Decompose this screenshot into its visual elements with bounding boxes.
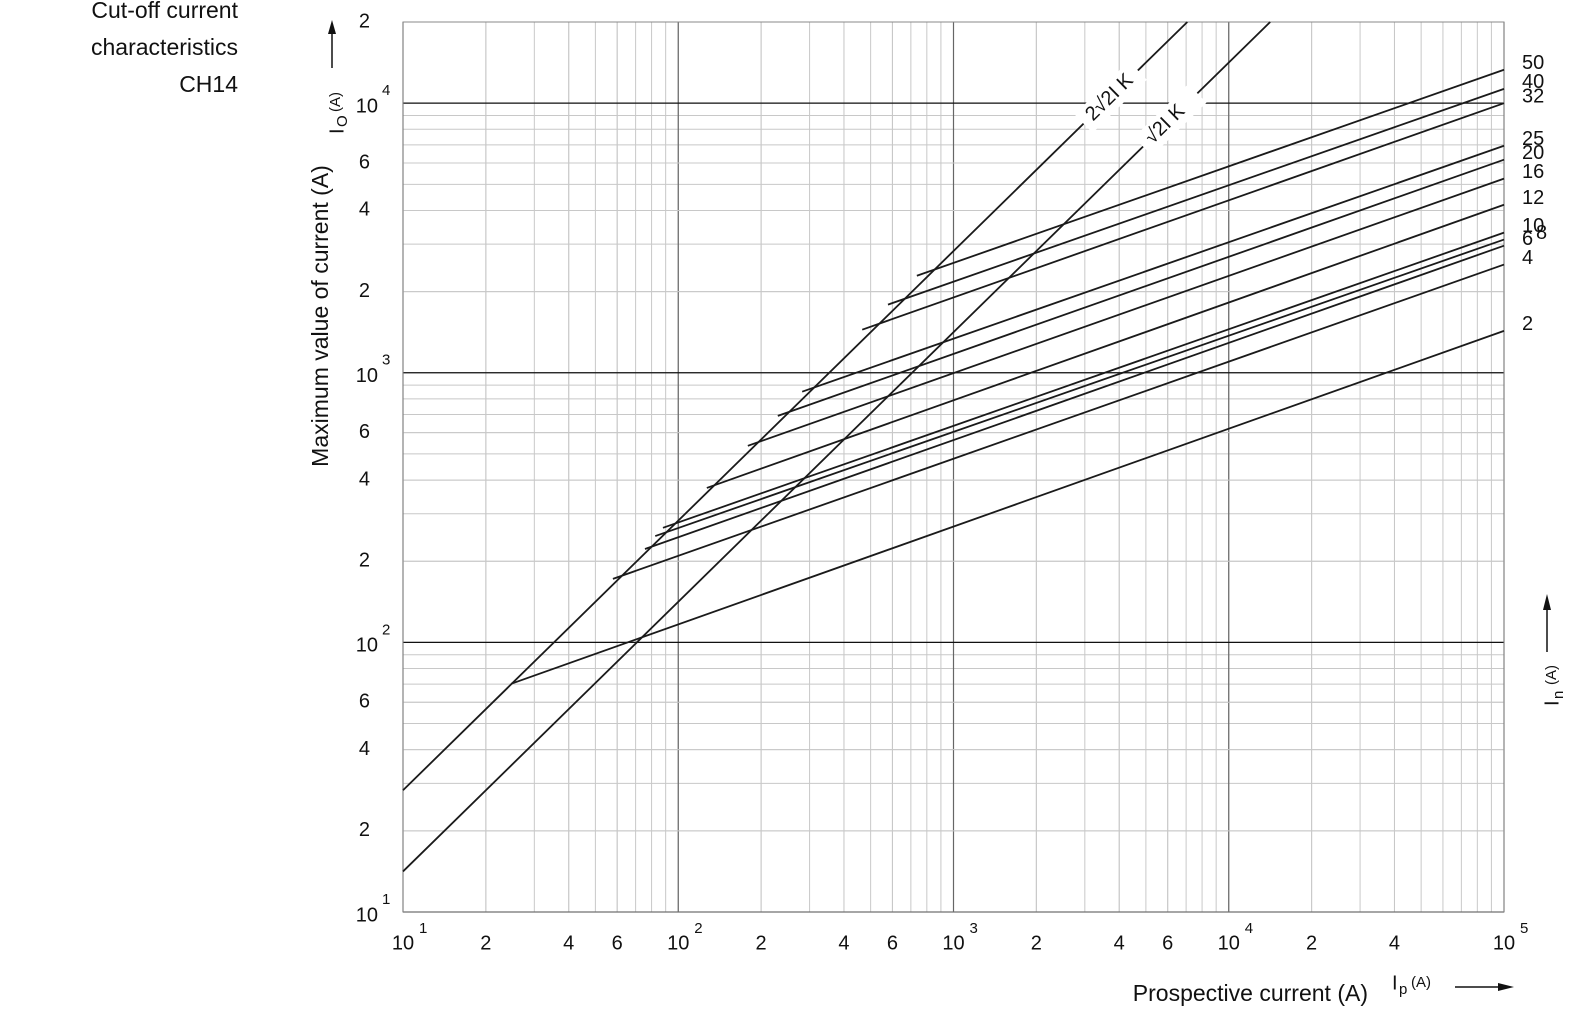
y-tick-label: 2 (359, 10, 370, 32)
series-line (662, 231, 1505, 529)
legend-label: 25 (1522, 128, 1544, 150)
x-tick-label: 10 (667, 932, 689, 954)
series-line (510, 330, 1505, 685)
annotation-text: 2√2I K (1081, 69, 1138, 126)
plot-frame (402, 21, 1505, 913)
arrow-head (328, 20, 336, 34)
y-tick-sup: 3 (382, 352, 390, 369)
y-tick-label: 2 (359, 280, 370, 302)
legend-title: I n (A) (1541, 665, 1567, 706)
symbol-sub: O (334, 115, 351, 127)
y-tick-sup: 1 (382, 891, 390, 908)
x-tick-label: 4 (1114, 932, 1125, 954)
x-tick-label: 4 (563, 932, 574, 954)
y-axis-label: Maximum value of current (A) (307, 165, 333, 467)
line-annotation: 2√2I K (1074, 61, 1147, 133)
legend-label: 6 (1522, 228, 1533, 250)
series-line (654, 238, 1505, 537)
x-tick-sup: 4 (1245, 920, 1253, 937)
legend-label: 50 (1522, 52, 1544, 74)
y-tick-label: 10 (356, 904, 378, 926)
symbol-main: I (326, 128, 348, 134)
symbol-sub: n (1550, 691, 1567, 699)
symbol-unit: (A) (327, 92, 344, 112)
symbol-main: I (1541, 700, 1563, 706)
reference-line (402, 21, 1271, 873)
x-tick-label: 10 (1493, 932, 1515, 954)
series-line (777, 158, 1505, 417)
series-line (612, 263, 1505, 580)
x-tick-label: 4 (838, 932, 849, 954)
series-line (861, 102, 1505, 331)
y-tick-label: 6 (359, 151, 370, 173)
chart-title: Cut-off current (91, 0, 238, 23)
x-tick-sup: 2 (694, 920, 702, 937)
series-line (644, 244, 1505, 550)
y-tick-label: 6 (359, 690, 370, 712)
symbol-sub: p (1399, 981, 1407, 998)
series-line (747, 177, 1505, 447)
x-tick-label: 2 (480, 932, 491, 954)
legend-label: 20 (1522, 142, 1544, 164)
legend-label: 16 (1522, 161, 1544, 183)
reference-line (402, 21, 1188, 791)
series-line (801, 144, 1505, 393)
x-tick-sup: 3 (970, 920, 978, 937)
x-tick-label: 6 (887, 932, 898, 954)
legend-label: 12 (1522, 187, 1544, 209)
y-tick-label: 4 (359, 199, 370, 221)
legend-label: 2 (1522, 313, 1533, 335)
x-symbol: I p (A) (1392, 972, 1431, 998)
x-tick-label: 10 (392, 932, 414, 954)
x-tick-label: 2 (1031, 932, 1042, 954)
y-tick-label: 4 (359, 468, 370, 490)
series-line (706, 203, 1505, 489)
grid (402, 21, 1505, 913)
x-tick-label: 2 (1306, 932, 1317, 954)
symbol-unit: (A) (1543, 665, 1560, 685)
y-tick-label: 10 (356, 95, 378, 117)
y-tick-label: 6 (359, 421, 370, 443)
legend-label: 32 (1522, 85, 1544, 107)
y-tick-sup: 4 (382, 82, 390, 99)
y-symbol: I O (A) (326, 92, 351, 134)
legend-label: 4 (1522, 247, 1533, 269)
legend-label: 10 (1522, 215, 1544, 237)
symbol-main: I (1392, 972, 1398, 994)
symbol-unit: (A) (1411, 974, 1431, 991)
x-tick-label: 10 (1218, 932, 1240, 954)
x-tick-sup: 5 (1520, 920, 1528, 937)
y-tick-sup: 2 (382, 621, 390, 638)
y-tick-label: 2 (359, 550, 370, 572)
annotation-bg (1074, 61, 1147, 133)
x-tick-label: 10 (942, 932, 964, 954)
legend-label: 8 (1536, 222, 1547, 244)
series-line (916, 68, 1505, 277)
y-tick-label: 2 (359, 819, 370, 841)
x-tick-label: 6 (612, 932, 623, 954)
chart-title: characteristics (91, 34, 238, 60)
x-tick-label: 6 (1162, 932, 1173, 954)
chart-title: CH14 (179, 71, 238, 97)
x-tick-sup: 1 (419, 920, 427, 937)
x-tick-label: 4 (1389, 932, 1400, 954)
arrow-head (1498, 983, 1514, 991)
lines (402, 21, 1505, 873)
legend-label: 40 (1522, 71, 1544, 93)
arrow-head (1543, 594, 1551, 610)
annotation-bg (1133, 84, 1207, 156)
series-line (887, 88, 1505, 306)
y-tick-label: 4 (359, 738, 370, 760)
x-axis-label: Prospective current (A) (1133, 980, 1368, 1006)
y-tick-label: 10 (356, 635, 378, 657)
x-tick-label: 2 (756, 932, 767, 954)
y-tick-label: 10 (356, 365, 378, 387)
